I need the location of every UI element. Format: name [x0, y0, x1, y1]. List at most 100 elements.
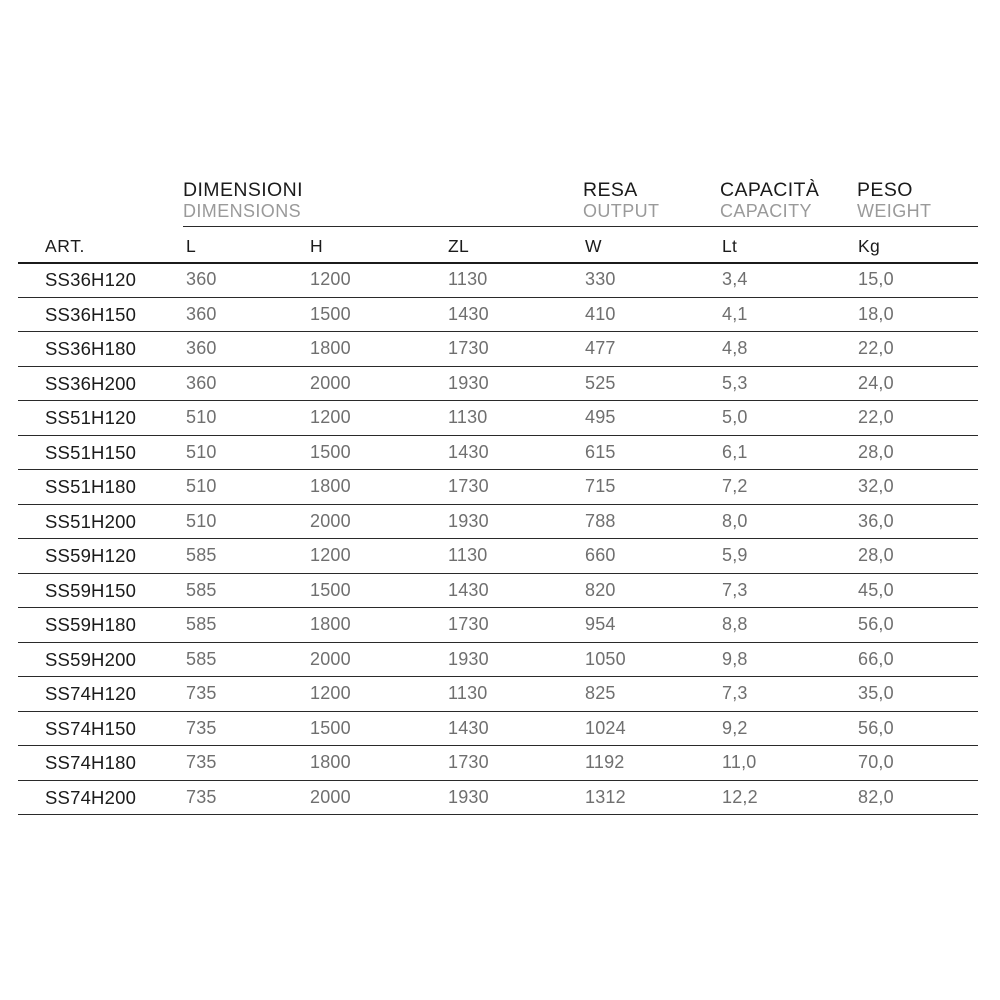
row-cell-lt: 4,8	[722, 338, 748, 358]
row-cell-w: 954	[585, 614, 616, 634]
row-cell-lt: 9,2	[722, 717, 748, 738]
row-cell-kg: 35,0	[858, 683, 894, 703]
row-separator	[18, 503, 978, 505]
column-header-kg: Kg	[858, 236, 881, 256]
row-article-code: SS74H120	[45, 683, 137, 704]
row-cell-l: 735	[186, 752, 217, 772]
row-cell-lt: 7,2	[722, 476, 748, 496]
row-cell-l: 510	[186, 476, 217, 496]
row-cell-lt: 4,1	[722, 303, 748, 324]
row-cell-w: 330	[585, 269, 616, 289]
row-article-code: SS59H180	[45, 614, 137, 635]
group-title-en: CAPACITY	[720, 201, 812, 221]
row-cell-w: 495	[585, 407, 616, 427]
row-separator	[18, 641, 978, 643]
row-cell-w: 615	[585, 441, 616, 462]
row-cell-lt: 5,9	[722, 545, 748, 565]
column-group-header-2: CAPACITÀ CAPACITY	[720, 180, 819, 222]
row-cell-w: 410	[585, 303, 616, 324]
row-cell-lt: 12,2	[722, 786, 758, 807]
group-title-en: WEIGHT	[857, 201, 932, 221]
row-cell-l: 585	[186, 614, 217, 634]
row-cell-w: 1192	[585, 752, 625, 772]
row-cell-zl: 1130	[448, 269, 488, 289]
row-cell-lt: 8,0	[722, 510, 748, 531]
row-cell-kg: 22,0	[858, 407, 894, 427]
row-cell-zl: 1430	[448, 441, 489, 462]
row-cell-h: 1500	[310, 441, 351, 462]
row-cell-kg: 24,0	[858, 372, 894, 393]
row-cell-l: 735	[186, 717, 217, 738]
row-cell-zl: 1730	[448, 476, 489, 496]
row-cell-zl: 1130	[448, 545, 488, 565]
row-separator	[18, 469, 978, 471]
row-separator	[18, 607, 978, 609]
row-cell-h: 2000	[310, 510, 351, 531]
row-separator	[18, 296, 978, 298]
row-cell-h: 1200	[310, 545, 351, 565]
row-cell-w: 477	[585, 338, 616, 358]
group-title-en: DIMENSIONS	[183, 201, 302, 221]
row-cell-h: 2000	[310, 648, 351, 669]
row-cell-h: 1500	[310, 717, 351, 738]
row-cell-l: 585	[186, 579, 217, 600]
row-article-code: SS36H120	[45, 269, 137, 290]
row-cell-kg: 32,0	[858, 476, 894, 496]
row-cell-h: 1200	[310, 407, 351, 427]
row-cell-w: 1024	[585, 717, 626, 738]
row-cell-l: 360	[186, 269, 217, 289]
row-cell-kg: 36,0	[858, 510, 894, 531]
group-title-en: OUTPUT	[583, 201, 660, 221]
row-cell-zl: 1930	[448, 786, 489, 807]
row-cell-kg: 18,0	[858, 303, 894, 324]
row-article-code: SS51H120	[45, 407, 137, 428]
row-article-code: SS51H150	[45, 441, 137, 463]
row-cell-h: 1200	[310, 269, 351, 289]
row-cell-zl: 1930	[448, 648, 489, 669]
row-cell-lt: 9,8	[722, 648, 748, 669]
row-cell-kg: 45,0	[858, 579, 894, 600]
row-cell-lt: 5,0	[722, 407, 748, 427]
row-cell-l: 360	[186, 372, 217, 393]
row-cell-l: 510	[186, 510, 217, 531]
row-cell-w: 525	[585, 372, 616, 393]
header-bottom-rule	[18, 262, 978, 264]
row-cell-kg: 22,0	[858, 338, 894, 358]
row-cell-h: 1800	[310, 614, 351, 634]
row-cell-zl: 1930	[448, 510, 489, 531]
row-cell-zl: 1930	[448, 372, 489, 393]
row-cell-l: 735	[186, 683, 217, 703]
row-cell-w: 1312	[585, 786, 626, 807]
row-separator	[18, 710, 978, 712]
row-article-code: SS74H200	[45, 786, 137, 808]
group-title-it: RESA	[583, 179, 638, 201]
row-cell-zl: 1130	[448, 683, 488, 703]
row-cell-l: 510	[186, 407, 217, 427]
row-cell-kg: 66,0	[858, 648, 894, 669]
row-cell-kg: 56,0	[858, 717, 894, 738]
row-cell-lt: 6,1	[722, 441, 748, 462]
row-article-code: SS59H200	[45, 648, 137, 670]
row-cell-h: 2000	[310, 786, 351, 807]
row-article-code: SS36H150	[45, 303, 137, 325]
row-article-code: SS74H180	[45, 752, 137, 773]
column-header-lt: Lt	[722, 236, 738, 256]
row-cell-lt: 5,3	[722, 372, 748, 393]
row-separator	[18, 538, 978, 540]
row-cell-lt: 3,4	[722, 269, 748, 289]
row-cell-h: 1500	[310, 579, 351, 600]
row-cell-h: 1500	[310, 303, 351, 324]
column-group-header-0: DIMENSIONI DIMENSIONS	[183, 180, 303, 222]
row-cell-l: 585	[186, 545, 217, 565]
row-separator	[18, 572, 978, 574]
row-separator	[18, 365, 978, 367]
row-separator	[18, 814, 978, 816]
row-cell-lt: 8,8	[722, 614, 748, 634]
row-cell-h: 2000	[310, 372, 351, 393]
row-separator	[18, 400, 978, 402]
row-cell-zl: 1730	[448, 338, 489, 358]
row-cell-kg: 70,0	[858, 752, 894, 772]
column-header-w: W	[585, 236, 602, 256]
group-title-it: PESO	[857, 179, 913, 201]
row-cell-w: 825	[585, 683, 616, 703]
